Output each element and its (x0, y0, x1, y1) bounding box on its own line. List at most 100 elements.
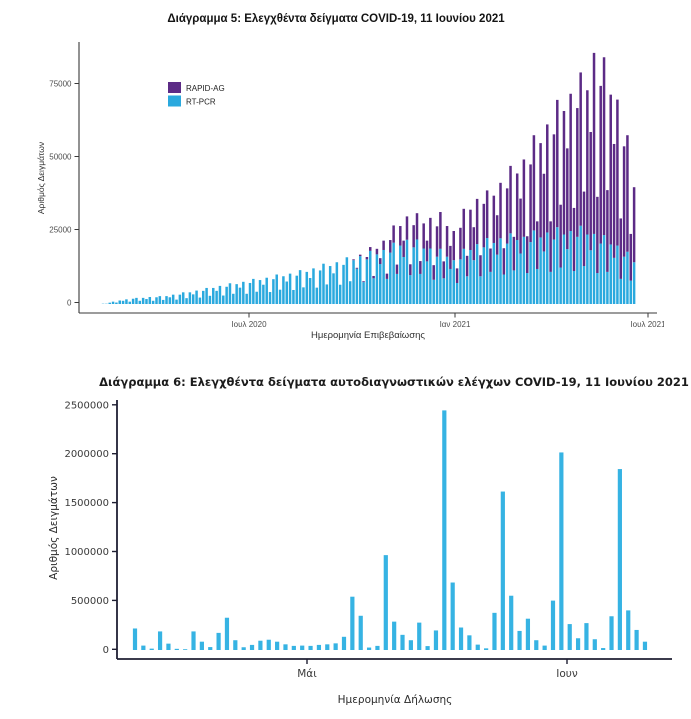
x-tick-label: Ιουν (556, 668, 578, 680)
stacked-bar-rtpcr (345, 257, 349, 304)
selftest-bar (542, 645, 547, 650)
stacked-bar-rtpcr (262, 284, 265, 304)
stacked-bar-rtpcr (108, 302, 111, 304)
stacked-bar-rtpcr (338, 284, 342, 304)
stacked-bar-rtpcr (318, 270, 322, 304)
stacked-bar-rtpcr (556, 227, 559, 304)
stacked-bar-rtpcr (572, 271, 576, 304)
stacked-bar-rapidag (626, 135, 629, 252)
stacked-bar-rtpcr (252, 278, 255, 304)
stacked-bar-rtpcr (459, 259, 462, 304)
chart5-x-ticks: Ιουλ 2020 Ιαν 2021 Ιουλ 2021 (231, 313, 664, 329)
stacked-bar-rapidag (549, 221, 552, 272)
stacked-bar-rapidag (556, 99, 559, 228)
selftest-bar (408, 640, 413, 650)
selftest-bar (216, 632, 221, 650)
stacked-bar-rtpcr (419, 273, 422, 304)
stacked-bar-rtpcr (435, 256, 439, 304)
stacked-bar-rtpcr (529, 242, 532, 304)
stacked-bar-rtpcr (579, 225, 582, 304)
stacked-bar-rtpcr (552, 239, 556, 304)
stacked-bar-rtpcr (452, 260, 455, 304)
stacked-bar-rapidag (612, 143, 616, 258)
selftest-bar (400, 634, 405, 650)
selftest-bar (350, 596, 355, 650)
stacked-bar-rapidag (452, 231, 455, 261)
stacked-bar-rtpcr (402, 256, 405, 304)
stacked-bar-rtpcr (365, 259, 369, 304)
legend-label-rapid-ag: RAPID-AG (186, 84, 225, 93)
stacked-bar-rtpcr (542, 251, 546, 304)
stacked-bar-rtpcr (522, 236, 526, 304)
stacked-bar-rtpcr (415, 239, 419, 304)
selftest-bar (208, 647, 213, 650)
stacked-bar-rapidag (632, 187, 636, 263)
selftest-bar (266, 639, 271, 650)
chart5-y-axis-title: Αριθμός Δειγμάτων (36, 142, 46, 214)
stacked-bar-rtpcr (562, 234, 566, 304)
stacked-bar-rtpcr (559, 267, 562, 304)
selftest-bar (584, 623, 589, 650)
stacked-bar-rapidag (389, 240, 392, 253)
stacked-bar-rtpcr (195, 290, 198, 304)
stacked-bar-rtpcr (409, 275, 412, 304)
selftest-bar (241, 647, 246, 650)
stacked-bar-rapidag (539, 143, 542, 238)
y-tick-label: 75000 (49, 79, 72, 88)
stacked-bar-rapidag (629, 233, 633, 281)
stacked-bar-rtpcr (495, 254, 499, 304)
selftest-bar (500, 491, 505, 650)
stacked-bar-rtpcr (145, 299, 148, 304)
stacked-bar-rapidag (616, 99, 619, 246)
selftest-bar (141, 645, 146, 650)
stacked-bar-rtpcr (389, 252, 392, 304)
selftest-bar (442, 410, 447, 650)
stacked-bar-rapidag (432, 265, 435, 280)
stacked-bar-rtpcr (532, 230, 536, 304)
stacked-bar-rapidag (582, 191, 586, 267)
stacked-bar-rtpcr (399, 245, 402, 304)
stacked-bar-rapidag (572, 207, 576, 271)
stacked-bar-rtpcr (462, 248, 466, 304)
y-tick-label: 1500000 (64, 498, 109, 509)
stacked-bar-rtpcr (439, 248, 442, 304)
stacked-bar-rtpcr (622, 256, 626, 304)
stacked-bar-rtpcr (178, 294, 182, 304)
stacked-bar-rapidag (552, 134, 556, 240)
y-tick-label: 0 (67, 298, 72, 307)
stacked-bar-rapidag (459, 227, 462, 260)
stacked-bar-rtpcr (589, 250, 592, 304)
stacked-bar-rtpcr (315, 287, 319, 304)
selftest-bar (417, 622, 422, 650)
stacked-bar-rtpcr (148, 296, 152, 304)
stacked-bar-rapidag (505, 188, 509, 244)
stacked-bar-rapidag (362, 281, 365, 283)
selftest-bar (300, 645, 305, 650)
stacked-bar-rtpcr (586, 234, 589, 304)
stacked-bar-rtpcr (472, 260, 476, 304)
stacked-bar-rtpcr (118, 300, 121, 304)
y-tick-label: 2000000 (64, 449, 109, 460)
selftest-bar (467, 635, 472, 650)
legend-swatch-rt-pcr-icon (168, 95, 181, 107)
stacked-bar-rapidag (619, 218, 622, 279)
selftest-bar (275, 641, 280, 650)
stacked-bar-rtpcr (225, 286, 228, 304)
x-tick-label: Μάι (297, 668, 317, 680)
stacked-bar-rtpcr (115, 302, 118, 304)
stacked-bar-rtpcr (121, 300, 125, 304)
stacked-bar-rtpcr (151, 300, 155, 304)
stacked-bar-rtpcr (475, 244, 479, 304)
stacked-bar-rtpcr (332, 273, 335, 304)
stacked-bar-rtpcr (539, 237, 542, 304)
stacked-bar-rtpcr (395, 273, 399, 304)
selftest-bar (592, 639, 597, 650)
stacked-bar-rtpcr (442, 278, 445, 304)
stacked-bar-rapidag (606, 190, 609, 272)
stacked-bar-rtpcr (258, 280, 262, 304)
chart6-x-axis-title: Ημερομηνία Δήλωσης (338, 694, 453, 706)
stacked-bar-rtpcr (305, 271, 309, 304)
stacked-bar-rtpcr (515, 240, 519, 304)
stacked-bar-rtpcr (425, 261, 429, 304)
stacked-bar-rtpcr (569, 231, 572, 304)
